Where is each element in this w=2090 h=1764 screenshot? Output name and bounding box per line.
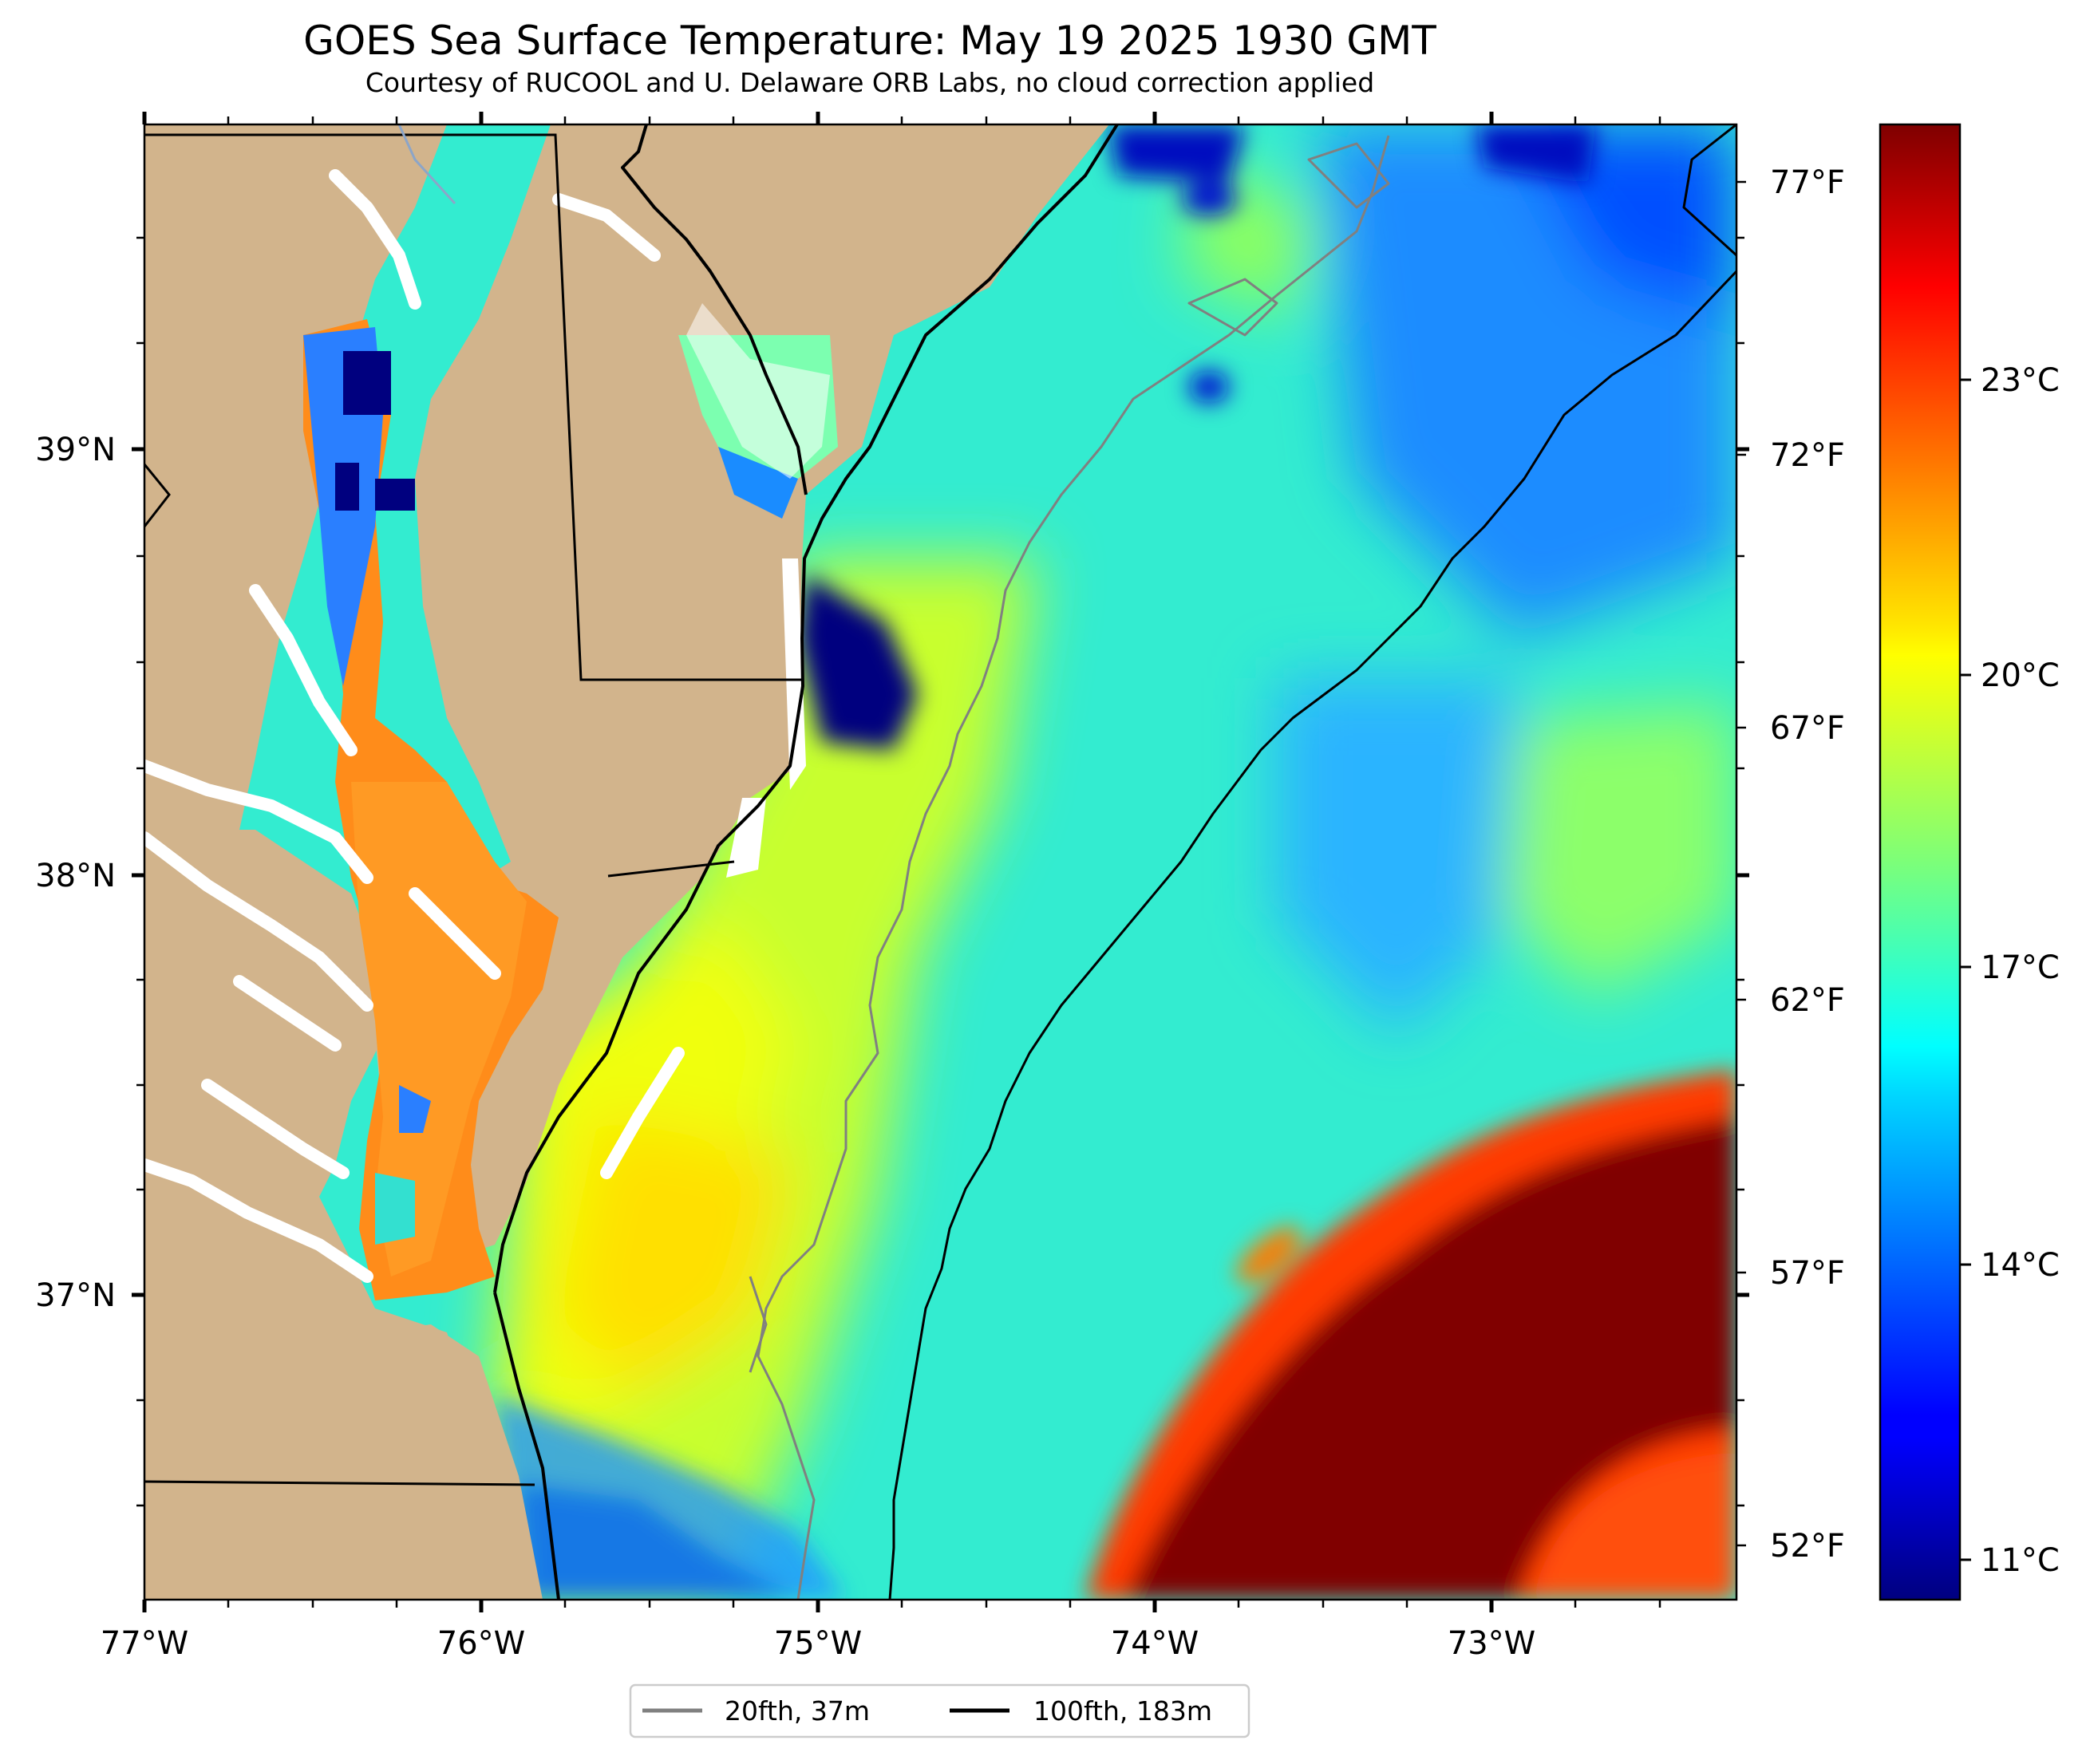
- celsius-label-20c: 20°C: [1981, 657, 2060, 694]
- lon-label-73w: 73°W: [1448, 1625, 1535, 1662]
- rivers: [144, 169, 685, 1283]
- latitude-ticks: [132, 447, 1749, 1297]
- lon-label-77w: 77°W: [101, 1625, 188, 1662]
- colorbar: 23°C 20°C 17°C 14°C 11°C: [1879, 123, 2060, 1601]
- legend: 20fth, 37m 100fth, 183m: [629, 1683, 1250, 1738]
- coastline: [493, 124, 1119, 1600]
- fahrenheit-label-52f: 52°F: [1770, 1528, 1845, 1565]
- celsius-label-17c: 17°C: [1981, 949, 2060, 986]
- celsius-label-11c: 11°C: [1981, 1542, 2060, 1579]
- colorbar-gradient: [1879, 123, 1962, 1601]
- legend-label-100fth: 100fth, 183m: [1033, 1695, 1212, 1727]
- longitude-ticks: [142, 112, 1494, 1612]
- chart-title: GOES Sea Surface Temperature: May 19 202…: [303, 18, 1436, 64]
- sst-field: [144, 124, 1736, 1600]
- latitude-minor-ticks: [136, 236, 1744, 1507]
- map-area: [144, 124, 1736, 1600]
- fahrenheit-label-57f: 57°F: [1770, 1255, 1845, 1292]
- lat-label-39n: 39°N: [35, 432, 116, 468]
- longitude-minor-ticks: [227, 116, 1661, 1608]
- fahrenheit-label-72f: 72°F: [1770, 437, 1845, 474]
- land: [144, 124, 1109, 1600]
- lat-label-37n: 37°N: [35, 1277, 116, 1314]
- legend-box: [629, 1683, 1250, 1738]
- fahrenheit-label-62f: 62°F: [1770, 982, 1845, 1019]
- lon-label-74w: 74°W: [1111, 1625, 1199, 1662]
- fahrenheit-ticks: [1736, 180, 1746, 1547]
- chart-subtitle: Courtesy of RUCOOL and U. Delaware ORB L…: [365, 67, 1375, 98]
- isobath-100fth: [888, 124, 1736, 1600]
- legend-label-20fth: 20fth, 37m: [725, 1695, 870, 1727]
- isobath-20fth: [749, 135, 1390, 1600]
- lat-label-38n: 38°N: [35, 858, 116, 894]
- state-boundaries: [144, 124, 803, 1486]
- map-frame: [143, 123, 1738, 1601]
- lon-label-76w: 76°W: [437, 1625, 525, 1662]
- celsius-label-23c: 23°C: [1981, 362, 2060, 399]
- fahrenheit-label-77f: 77°F: [1770, 164, 1845, 201]
- fahrenheit-label-67f: 67°F: [1770, 710, 1845, 747]
- celsius-label-14c: 14°C: [1981, 1247, 2060, 1284]
- lon-label-75w: 75°W: [774, 1625, 862, 1662]
- chesapeake-bay: [303, 319, 559, 1300]
